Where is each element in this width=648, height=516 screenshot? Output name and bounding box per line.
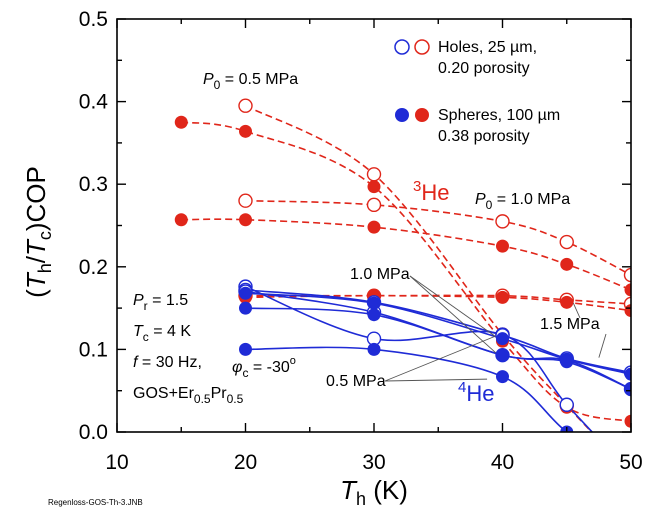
curve-3he-open-1-0-mpa [245, 199, 631, 276]
data-point [174, 115, 188, 129]
y-tick-label: 0.1 [79, 338, 108, 361]
markers-layer [174, 98, 631, 432]
data-point [496, 290, 509, 304]
data-point [496, 239, 509, 253]
legend-marker-spheres-4he [395, 108, 409, 122]
data-point [623, 267, 631, 283]
y-tick-label: 0.2 [79, 256, 108, 279]
tick-labels: 10 20 30 40 50 0.0 0.1 0.2 0.3 0.4 0.5 [79, 8, 643, 474]
y-tick-label: 0.3 [79, 173, 108, 196]
leader-line [384, 378, 488, 382]
data-point [239, 286, 252, 300]
label-4he: 4He [458, 379, 494, 406]
data-point [367, 296, 381, 310]
data-point [624, 304, 631, 318]
legend-holes-line1: Holes, 25 µm, [438, 39, 537, 56]
legend-holes-line2: 0.20 porosity [438, 60, 530, 77]
label-frequency: f = 30 Hz, [133, 354, 202, 371]
leader-line [409, 275, 499, 340]
data-point [560, 355, 574, 369]
data-point [560, 257, 574, 271]
data-point [624, 283, 631, 297]
data-point [239, 301, 252, 315]
label-1-0-mpa: 1.0 MPa [350, 266, 410, 283]
curve-4he-filled-1-0-mpa [245, 292, 631, 375]
curve-4he-filled-0-5-mpa [245, 346, 569, 432]
data-point [496, 348, 509, 362]
data-point [367, 180, 381, 194]
data-point [174, 213, 188, 227]
label-p0-0-5: P0 = 0.5 MPa [203, 71, 298, 92]
data-point [560, 295, 574, 309]
x-tick-label: 20 [234, 451, 257, 474]
data-point [367, 220, 381, 234]
data-point [238, 193, 253, 208]
data-point [367, 342, 381, 356]
data-point [239, 342, 252, 356]
data-point [559, 397, 574, 412]
data-point [559, 234, 574, 250]
curve-4he-filled-1-5-mpa [245, 307, 631, 390]
data-point [239, 124, 252, 138]
leader-line [409, 275, 499, 356]
y-tick-label: 0.0 [79, 421, 108, 444]
data-point [367, 308, 381, 322]
data-point [366, 197, 382, 213]
legend-spheres-line1: Spheres, 100 µm [438, 107, 560, 124]
x-axis-title: Th (K) [340, 475, 408, 509]
curve-4he-open-1-5-mpa [245, 290, 631, 390]
x-tick-label: 30 [362, 451, 385, 474]
leader-line [598, 333, 607, 358]
data-point [624, 382, 631, 396]
x-tick-label: 50 [619, 451, 642, 474]
y-tick-label: 0.5 [79, 8, 108, 31]
leader-lines [384, 275, 607, 382]
y-axis-title: (Th/Tc)COP [21, 166, 55, 298]
data-point [496, 370, 509, 384]
axis-ticks [116, 18, 632, 433]
label-pr: Pr = 1.5 [133, 292, 188, 313]
label-tc: Tc = 4 K [133, 323, 191, 344]
label-3he: 3He [413, 178, 449, 205]
data-point [238, 98, 253, 113]
footnote: Regenloss-GOS-Th-3.JNB [48, 498, 143, 507]
y-tick-label: 0.4 [79, 91, 109, 114]
label-1-5-mpa: 1.5 MPa [540, 316, 600, 333]
x-tick-label: 10 [105, 451, 128, 474]
legend-spheres-line2: 0.38 porosity [438, 128, 530, 145]
leader-line [384, 334, 498, 382]
data-point [624, 367, 631, 381]
legend-marker-spheres-3he [415, 108, 429, 122]
label-p0-1-0: P0 = 1.0 MPa [475, 191, 570, 212]
legend: Holes, 25 µm, 0.20 porosity Spheres, 100… [394, 39, 560, 145]
data-point [496, 332, 509, 346]
curve-3he-open-0-5-mpa [245, 105, 593, 432]
label-0-5-mpa: 0.5 MPa [326, 373, 386, 390]
data-point [495, 214, 510, 229]
data-point [366, 167, 382, 182]
legend-marker-holes-4he [394, 39, 410, 55]
data-point [239, 213, 252, 227]
x-tick-label: 40 [491, 451, 514, 474]
label-phic: φc = -30o [232, 355, 296, 380]
label-gos: GOS+Er0.5Pr0.5 [133, 385, 244, 406]
legend-marker-holes-3he [414, 39, 430, 55]
data-point [624, 414, 631, 428]
